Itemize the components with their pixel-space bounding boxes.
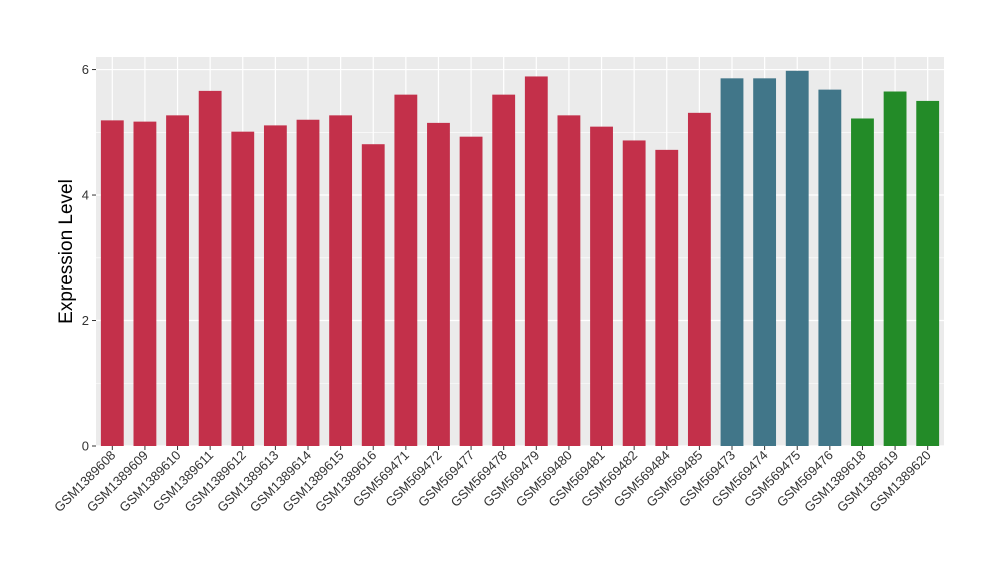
- y-tick-label: 4: [82, 188, 89, 203]
- bar-GSM569480: [557, 115, 581, 446]
- bar-GSM569476: [818, 89, 842, 447]
- bar-GSM1389609: [133, 121, 157, 446]
- plot-panel: [96, 57, 944, 446]
- bar-GSM569484: [655, 149, 679, 446]
- y-axis: 0 2 4 6: [82, 62, 96, 454]
- y-axis-title: Expression Level: [56, 179, 77, 324]
- bar-GSM569479: [524, 76, 548, 446]
- bar-GSM1389611: [198, 90, 222, 446]
- bar-GSM569471: [394, 94, 418, 446]
- bar-GSM1389610: [166, 115, 189, 446]
- bar-GSM1389614: [296, 119, 320, 446]
- bar-GSM569477: [459, 136, 483, 446]
- bar-GSM569482: [622, 140, 646, 446]
- bar-GSM1389615: [329, 115, 353, 446]
- bar-GSM1389608: [100, 120, 124, 446]
- y-tick-label: 6: [82, 62, 89, 77]
- bar-GSM1389613: [263, 125, 287, 447]
- bar-GSM569473: [720, 78, 744, 446]
- y-tick-label: 2: [82, 313, 89, 328]
- bar-GSM1389616: [361, 144, 385, 446]
- bar-GSM569475: [785, 70, 809, 446]
- bar-GSM1389619: [883, 91, 907, 447]
- bar-GSM1389612: [231, 131, 255, 446]
- bar-GSM1389620: [916, 100, 940, 446]
- bar-GSM569485: [687, 112, 711, 446]
- bar-GSM569472: [427, 122, 450, 447]
- bar-GSM1389618: [851, 118, 874, 447]
- bar-GSM569481: [590, 126, 613, 446]
- x-axis: GSM1389608GSM1389609GSM1389610GSM1389611…: [51, 446, 934, 515]
- bar-layer: [100, 70, 940, 447]
- bar-GSM569478: [492, 94, 516, 446]
- bar-GSM569474: [753, 78, 777, 446]
- y-tick-label: 0: [82, 439, 89, 454]
